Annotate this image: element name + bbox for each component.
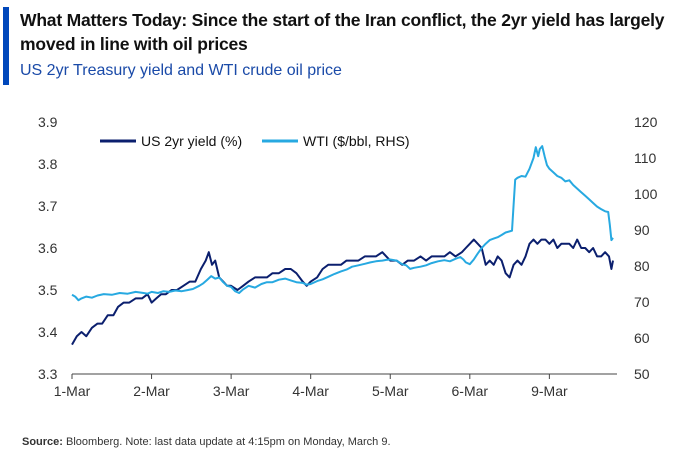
x-tick-label: 3-Mar [213, 383, 250, 399]
y-axis-left-labels: 3.3 3.4 3.5 3.6 3.7 3.8 3.9 [38, 114, 58, 382]
x-axis-labels: 1-Mar 2-Mar 3-Mar 4-Mar 5-Mar 6-Mar 9-Mar [54, 383, 568, 399]
y-right-tick-label: 80 [634, 258, 650, 274]
source-label: Source: [22, 436, 63, 448]
x-tick-label: 2-Mar [133, 383, 170, 399]
y-right-tick-label: 120 [634, 114, 658, 130]
y-left-tick-label: 3.8 [38, 156, 58, 172]
y-left-tick-label: 3.9 [38, 114, 58, 130]
chart: 1-Mar 2-Mar 3-Mar 4-Mar 5-Mar 6-Mar 9-Mar 3.33… [38, 114, 658, 399]
y-left-tick-label: 3.5 [38, 282, 58, 298]
x-axis-ticks [71, 374, 550, 379]
y-left-tick-label: 3.3 [38, 366, 58, 382]
y-left-tick-label: 3.6 [38, 240, 58, 256]
y-left-tick-label: 3.7 [38, 198, 58, 214]
y-left-tick-label: 3.4 [38, 324, 58, 340]
x-tick-label: 4-Mar [292, 383, 329, 399]
y-right-tick-label: 100 [634, 186, 658, 202]
legend-label-yield: US 2yr yield (%) [141, 133, 242, 149]
y-axis-right-labels: 50 60 70 80 90 100 110 120 [634, 114, 658, 382]
plot-area: 1-Mar 2-Mar 3-Mar 4-Mar 5-Mar 6-Mar 9-Mar 3.33… [38, 114, 658, 399]
source-text: Bloomberg. Note: last data update at 4:1… [66, 436, 391, 448]
x-tick-label: 9-Mar [531, 383, 568, 399]
page-subtitle: US 2yr Treasury yield and WTI crude oil … [20, 62, 342, 79]
y-right-tick-label: 70 [634, 294, 650, 310]
x-tick-label: 1-Mar [54, 383, 91, 399]
legend-label-wti: WTI ($/bbl, RHS) [303, 133, 410, 149]
y-right-tick-label: 60 [634, 330, 650, 346]
page-title: What Matters Today: Since the start of t… [20, 10, 665, 54]
y-right-tick-label: 90 [634, 222, 650, 238]
x-tick-label: 5-Mar [372, 383, 409, 399]
y-right-tick-label: 110 [634, 150, 657, 166]
legend: US 2yr yield (%) WTI ($/bbl, RHS) [100, 133, 410, 149]
x-tick-label: 6-Mar [452, 383, 489, 399]
series-line-wti [71, 145, 614, 302]
accent-bar [3, 7, 9, 85]
y-right-tick-label: 50 [634, 366, 650, 382]
source-note: Source: Bloomberg. Note: last data updat… [22, 436, 391, 448]
